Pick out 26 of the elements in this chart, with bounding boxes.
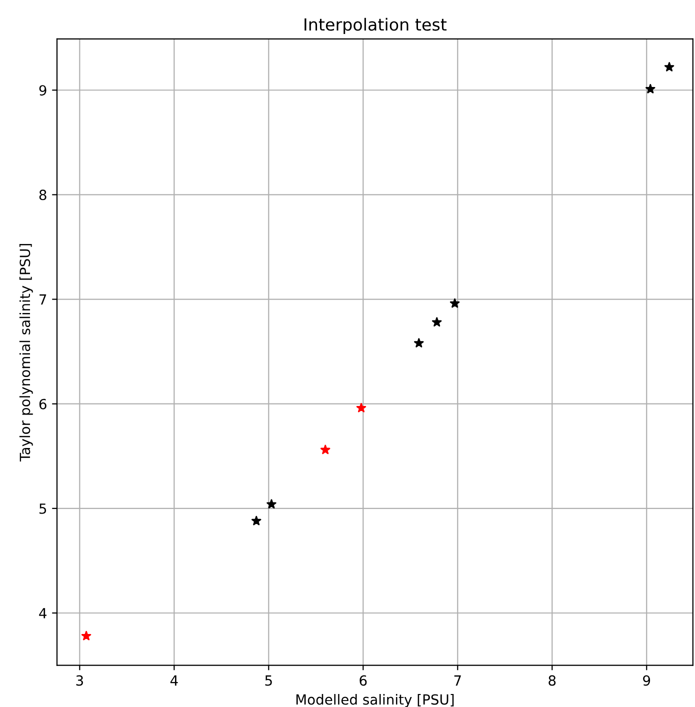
x-axis-title: Modelled salinity [PSU] — [296, 694, 454, 707]
y-tick-label: 9 — [39, 85, 46, 96]
x-tick-label: 5 — [265, 675, 272, 686]
point — [320, 444, 330, 454]
x-tick-label: 8 — [548, 675, 556, 686]
y-tick-label: 7 — [40, 294, 46, 305]
point — [251, 516, 262, 526]
point — [266, 499, 276, 508]
x-tick-label: 9 — [643, 675, 650, 686]
x-tick-label: 6 — [360, 675, 367, 686]
chart-title: Interpolation test — [304, 18, 447, 34]
y-axis-title: Taylor polynomial salinity [PSU] — [19, 244, 33, 462]
y-tick-label: 8 — [39, 190, 46, 200]
point — [432, 317, 442, 327]
point — [414, 338, 424, 348]
point — [81, 630, 92, 640]
y-tick-label: 4 — [39, 608, 46, 618]
y-tick-label: 5 — [40, 504, 46, 514]
y-tick-label: 6 — [39, 398, 46, 410]
point — [450, 298, 460, 308]
point — [664, 62, 674, 72]
point — [646, 84, 656, 94]
x-tick-label: 4 — [170, 675, 178, 686]
x-tick-label: 3 — [76, 675, 83, 686]
x-tick-label: 7 — [454, 675, 461, 686]
point — [356, 402, 366, 412]
